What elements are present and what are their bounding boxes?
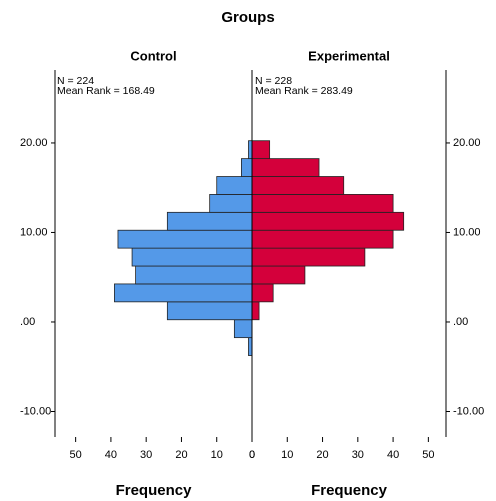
panel-label: Control (130, 48, 176, 63)
chart-title: Groups (221, 9, 274, 26)
x-tick-label: 0 (249, 449, 255, 461)
bar (233, 319, 253, 339)
bar (166, 301, 253, 321)
bar (251, 158, 320, 177)
bar (209, 194, 253, 213)
bar (251, 301, 260, 321)
x-tick-label: 40 (387, 449, 399, 461)
bar (251, 265, 306, 285)
bar (251, 176, 345, 195)
annotation: N = 224 (57, 75, 94, 87)
bar (241, 158, 253, 177)
bar (117, 229, 253, 249)
y-tick-label-right: 10.00 (453, 226, 481, 238)
bar (251, 140, 271, 160)
y-tick-label: -10.00 (20, 405, 51, 417)
y-tick-label: .00 (20, 316, 35, 328)
y-tick-label: 20.00 (20, 137, 48, 149)
bar (251, 247, 366, 267)
x-tick-label: 40 (105, 449, 117, 461)
bar (251, 229, 394, 249)
x-tick-label: 10 (281, 449, 293, 461)
annotation: N = 228 (255, 75, 292, 87)
panel-label: Experimental (308, 48, 390, 63)
bar (248, 337, 253, 356)
y-tick-label: 10.00 (20, 226, 48, 238)
bar (131, 247, 253, 267)
y-tick-label-right: .00 (453, 316, 468, 328)
x-tick-label: 20 (316, 449, 328, 461)
y-tick-label-right: -10.00 (453, 405, 484, 417)
x-tick-label: 0 (249, 449, 255, 461)
x-axis-label: Frequency (311, 482, 388, 499)
x-tick-label: 30 (352, 449, 364, 461)
bar (251, 211, 405, 231)
x-tick-label: 10 (211, 449, 223, 461)
annotation: Mean Rank = 168.49 (57, 85, 155, 97)
x-tick-label: 20 (175, 449, 187, 461)
bar (251, 283, 274, 303)
bar (166, 211, 253, 231)
x-tick-label: 50 (422, 449, 434, 461)
y-tick-label-right: 20.00 (453, 137, 481, 149)
bar (216, 176, 253, 195)
annotation: Mean Rank = 283.49 (255, 85, 353, 97)
x-axis-label: Frequency (116, 482, 193, 499)
bar (251, 194, 394, 213)
bar (114, 283, 253, 303)
x-tick-label: 30 (140, 449, 152, 461)
x-tick-label: 50 (70, 449, 82, 461)
bar (248, 140, 253, 160)
bar (135, 265, 253, 285)
